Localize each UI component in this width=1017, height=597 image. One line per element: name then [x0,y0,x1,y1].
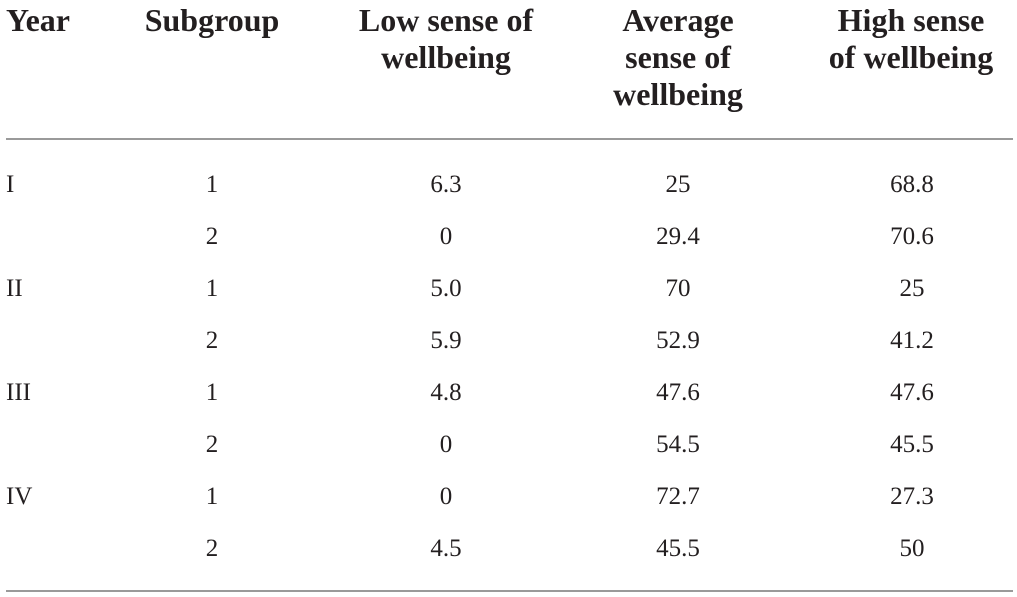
cell-year: II [6,275,23,302]
header-high-wellbeing: High sense of wellbeing [805,2,1017,76]
cell-high: 70.6 [890,223,934,250]
header-low-wellbeing: Low sense of wellbeing [336,2,556,76]
cell-average: 25 [665,171,691,198]
cell-subgroup: 1 [205,275,219,302]
cell-subgroup: 1 [205,379,219,406]
header-rule [6,138,1013,140]
cell-average: 45.5 [656,535,700,562]
cell-low: 4.8 [430,379,462,406]
header-high-line: of wellbeing [828,39,994,75]
bottom-rule [6,590,1013,592]
header-high-line: High sense [837,2,985,38]
cell-year: I [6,171,15,198]
cell-average: 29.4 [656,223,700,250]
cell-low: 4.5 [430,535,462,562]
header-average-wellbeing: Average sense of wellbeing [578,2,778,113]
cell-low: 0 [439,431,453,458]
cell-subgroup: 2 [205,223,219,250]
cell-average: 52.9 [656,327,700,354]
cell-low: 5.9 [430,327,462,354]
cell-low: 0 [439,483,453,510]
header-average-line: wellbeing [613,76,743,112]
cell-year: IV [6,483,33,510]
cell-low: 5.0 [430,275,462,302]
header-subgroup: Subgroup [132,2,292,39]
header-subgroup-line: Subgroup [144,2,280,38]
cell-year: III [6,379,31,406]
cell-high: 68.8 [890,171,934,198]
header-low-line: wellbeing [381,39,511,75]
cell-average: 47.6 [656,379,700,406]
header-average-line: Average [622,2,734,38]
cell-high: 47.6 [890,379,934,406]
header-average-line: sense of [625,39,731,75]
cell-low: 6.3 [430,171,462,198]
cell-high: 27.3 [890,483,934,510]
header-low-line: Low sense of [358,2,534,38]
cell-high: 25 [899,275,925,302]
cell-subgroup: 2 [205,431,219,458]
cell-subgroup: 2 [205,327,219,354]
cell-subgroup: 1 [205,171,219,198]
header-year-line: Year [6,2,70,38]
cell-average: 70 [665,275,691,302]
cell-subgroup: 1 [205,483,219,510]
cell-high: 50 [899,535,925,562]
cell-average: 54.5 [656,431,700,458]
cell-subgroup: 2 [205,535,219,562]
cell-high: 45.5 [890,431,934,458]
cell-average: 72.7 [656,483,700,510]
cell-high: 41.2 [890,327,934,354]
header-year: Year [6,2,70,39]
cell-low: 0 [439,223,453,250]
